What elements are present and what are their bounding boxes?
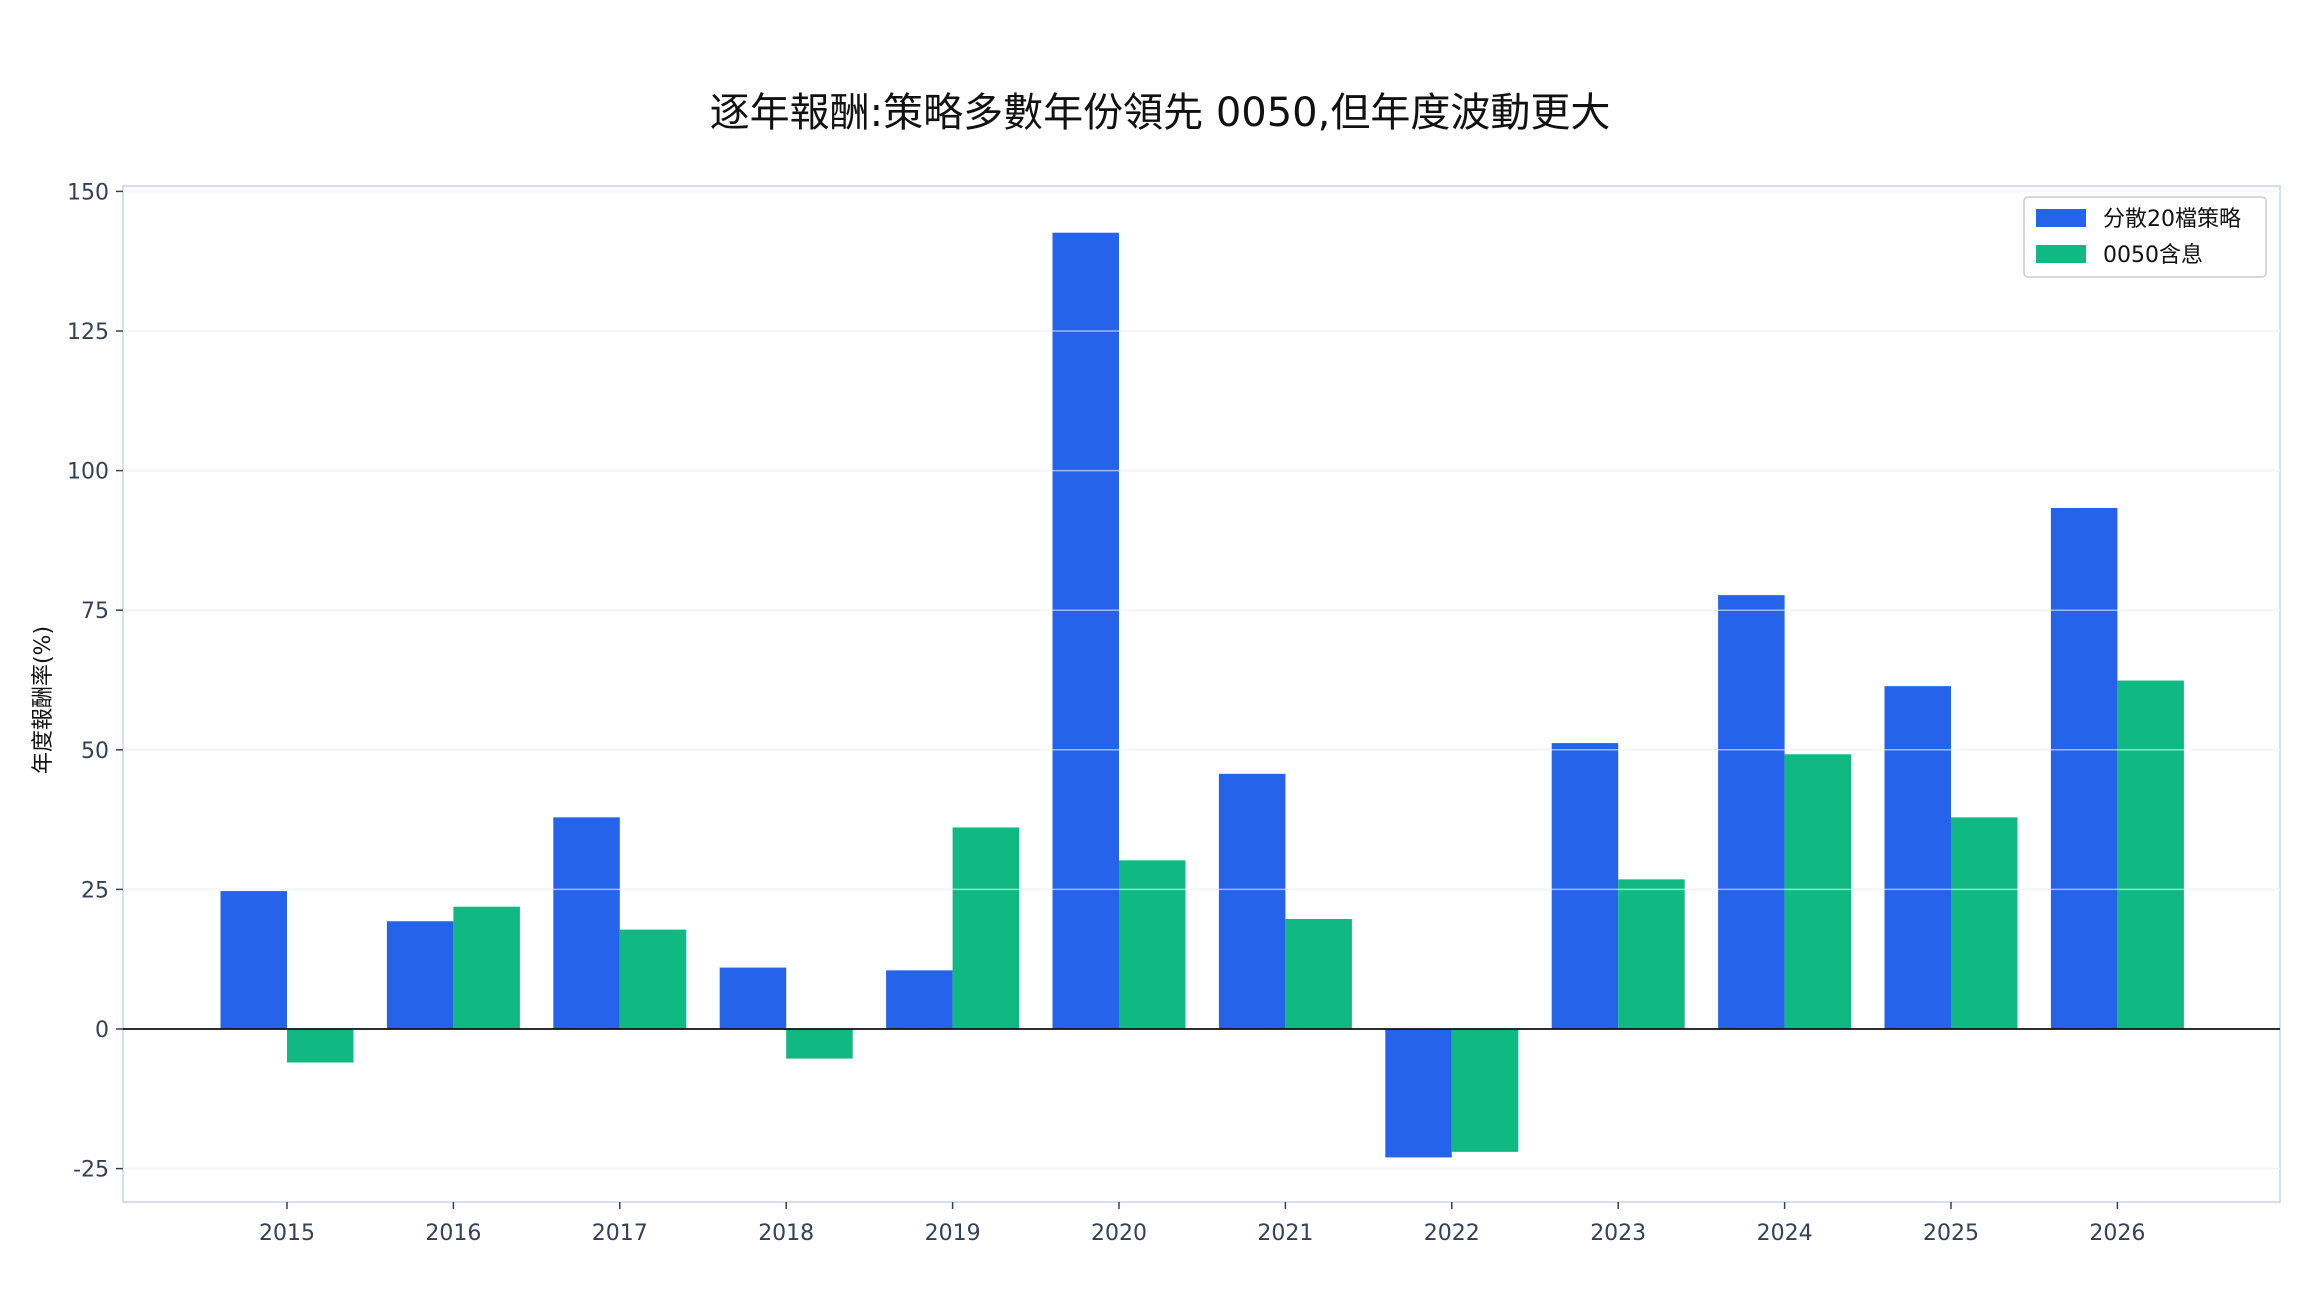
bar-0050 [2117, 680, 2184, 1029]
x-tick-label: 2020 [1091, 1221, 1147, 1246]
x-tick-label: 2025 [1923, 1221, 1979, 1246]
bar-0050 [619, 929, 687, 1029]
bar-0050 [1618, 879, 1685, 1029]
y-axis-label: 年度報酬率(%) [31, 626, 56, 774]
legend-swatch-0050 [2036, 245, 2086, 263]
bar-strategy [719, 967, 787, 1029]
bar-0050 [1451, 1029, 1519, 1152]
x-tick-label: 2024 [1757, 1221, 1813, 1246]
bar-strategy [1218, 773, 1286, 1029]
y-tick-label: 100 [67, 460, 109, 485]
y-tick-label: 75 [81, 599, 109, 624]
axis-layer: -25 0 25 50 75 100 125 150 2015 2016 2017 2018 2019 2… [67, 180, 2280, 1246]
legend-label-0050: 0050含息 [2103, 243, 2203, 268]
x-tick-label: 2018 [758, 1221, 814, 1246]
y-tick-label: 25 [81, 878, 109, 903]
x-tick-label: 2021 [1257, 1221, 1313, 1246]
chart-title: 逐年報酬:策略多數年份領先 0050,但年度波動更大 [710, 90, 1611, 136]
legend: 分散20檔策略 0050含息 [2023, 196, 2267, 278]
x-tick-label: 2019 [925, 1221, 981, 1246]
y-tick-label: 50 [81, 739, 109, 764]
bar-strategy [1551, 743, 1619, 1029]
bar-strategy [2050, 508, 2118, 1029]
bar-strategy [386, 921, 454, 1029]
grid-over-layer [123, 190, 2280, 1170]
x-tick-label: 2022 [1424, 1221, 1480, 1246]
x-tick-label: 2017 [592, 1221, 648, 1246]
bar-0050 [453, 906, 520, 1029]
bar-0050 [1784, 754, 1852, 1029]
bar-0050 [1119, 860, 1186, 1029]
bar-strategy [1884, 686, 1951, 1029]
bar-0050 [1951, 817, 2018, 1029]
y-tick-label: -25 [73, 1158, 109, 1183]
bar-strategy [886, 970, 953, 1029]
plot-frame [122, 185, 2281, 1203]
x-tick-label: 2026 [2089, 1221, 2145, 1246]
bar-strategy [1052, 232, 1119, 1029]
legend-label-strategy: 分散20檔策略 [2103, 207, 2241, 232]
bars-layer [220, 232, 2184, 1158]
y-tick-label: 125 [67, 320, 109, 345]
y-tick-label: 150 [67, 180, 109, 205]
bar-0050 [952, 827, 1020, 1029]
bar-strategy [553, 817, 620, 1029]
bar-0050 [287, 1029, 354, 1063]
bar-strategy [1385, 1029, 1452, 1158]
bar-strategy [220, 891, 287, 1029]
bar-0050 [1285, 918, 1352, 1029]
bar-0050 [786, 1029, 853, 1059]
x-tick-label: 2016 [425, 1221, 481, 1246]
legend-swatch-strategy [2036, 209, 2086, 227]
bar-strategy [1718, 595, 1785, 1029]
x-tick-label: 2023 [1590, 1221, 1646, 1246]
y-tick-label: 0 [95, 1018, 109, 1043]
x-tick-label: 2015 [259, 1221, 315, 1246]
